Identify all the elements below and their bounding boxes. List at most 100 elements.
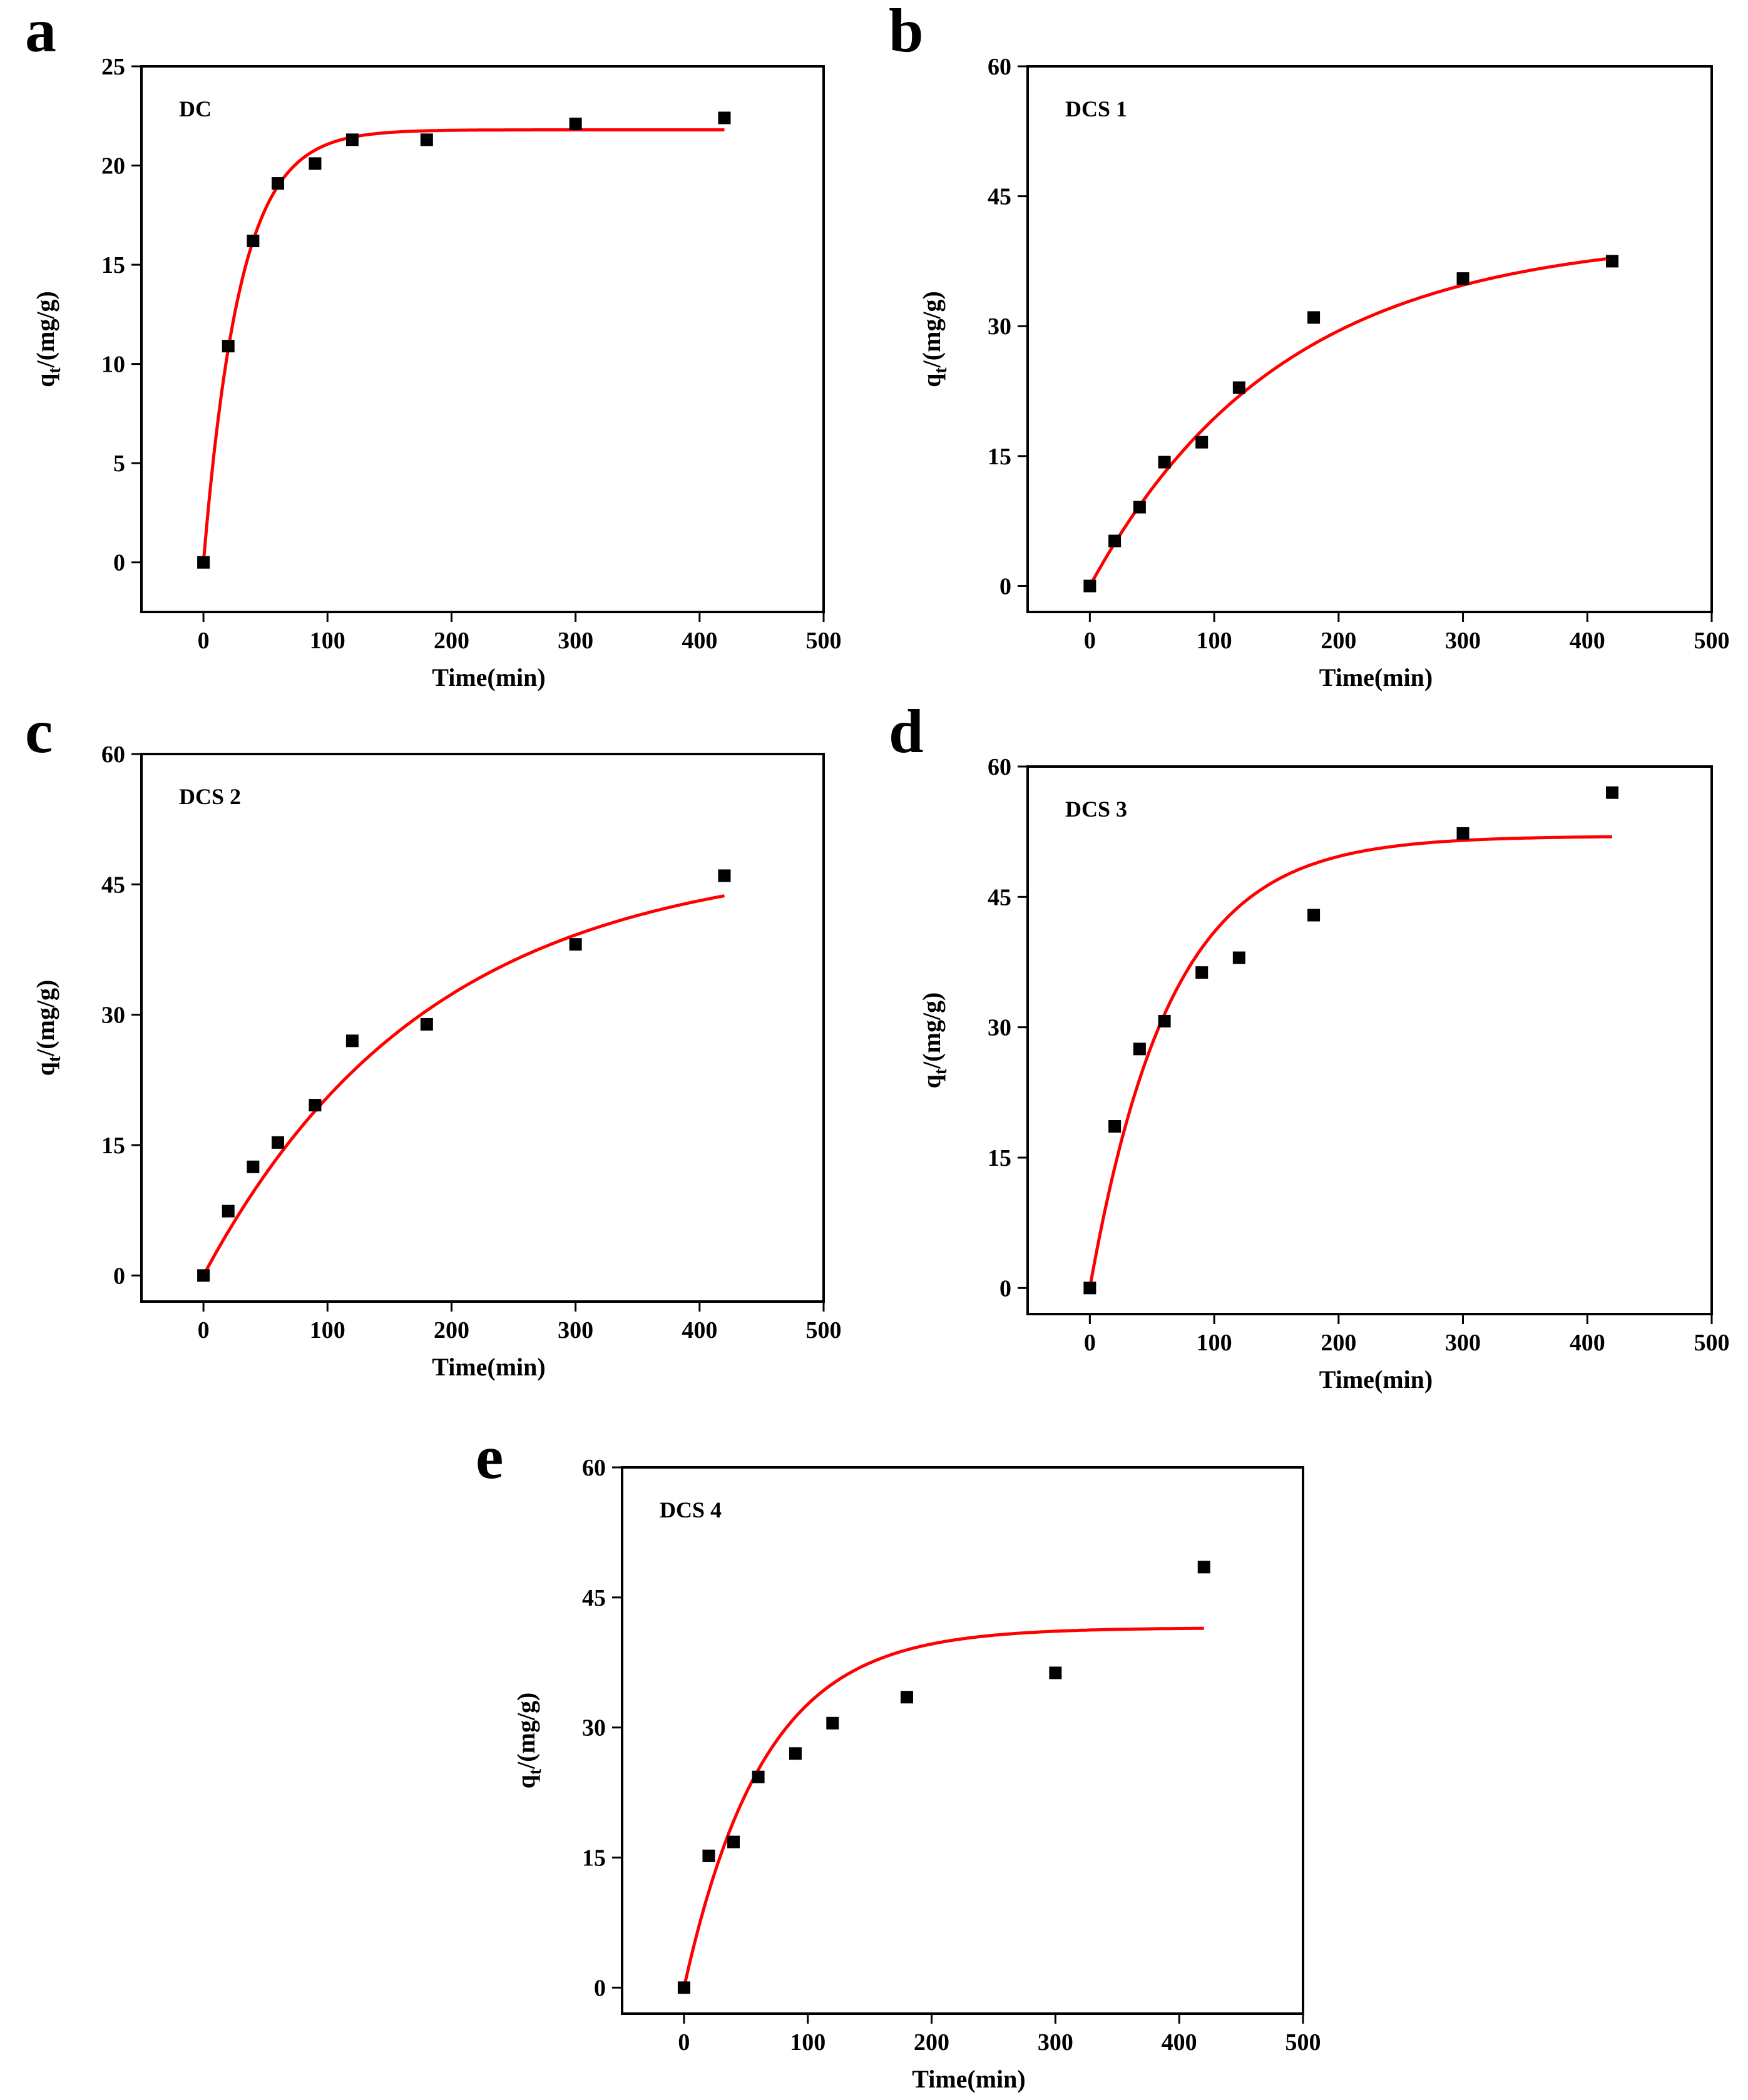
sample-label: DC: [179, 96, 212, 121]
y-tick-label: 60: [582, 1455, 606, 1481]
y-axis-label-sub: t: [45, 367, 64, 374]
fit-curve: [682, 1626, 1204, 1988]
x-tick-label: 400: [1162, 2029, 1197, 2056]
x-tick-label: 500: [1694, 1330, 1730, 1356]
y-tick-label: 0: [113, 550, 125, 576]
chart-panel-e: e 0 100 200 300 400 500 0 15 30 45 60 Time(min) qt/(m…: [476, 1422, 1321, 2093]
data-point: [1195, 966, 1209, 979]
data-point: [1606, 255, 1619, 268]
data-point: [1307, 311, 1321, 324]
data-point: [1456, 272, 1469, 285]
y-axis-label-unit: /(mg/g): [31, 980, 59, 1057]
x-axis-label: Time(min): [1319, 663, 1433, 691]
data-point: [197, 1269, 210, 1282]
data-point: [345, 1034, 359, 1047]
x-tick-label: 300: [1445, 628, 1481, 654]
y-tick-label: 60: [988, 54, 1011, 80]
data-point: [1232, 951, 1245, 964]
y-tick-label: 15: [101, 1133, 125, 1159]
y-axis-label: qt/(mg/g): [917, 992, 951, 1089]
y-axis-label-main: q: [512, 1775, 540, 1788]
data-point: [272, 1136, 284, 1149]
y-tick-label: 20: [101, 153, 125, 180]
y-tick-label: 25: [101, 54, 125, 80]
x-tick-label: 500: [1285, 2029, 1321, 2056]
y-tick-label: 5: [113, 451, 125, 477]
y-tick-label: 30: [101, 1002, 125, 1029]
x-tick-label: 200: [1321, 628, 1356, 654]
x-tick-label: 400: [682, 628, 717, 654]
sample-label: DCS 2: [179, 784, 241, 809]
panel-letter: e: [476, 1422, 503, 1492]
x-tick-label: 500: [806, 1317, 842, 1343]
panel-letter: c: [25, 696, 53, 766]
x-tick-label: 100: [1197, 1330, 1232, 1356]
data-point: [247, 1160, 260, 1173]
x-tick-label: 200: [914, 2029, 949, 2056]
chart-panel-b: b 0 100 200 300 400 500 0 15 30 45 60 Time(min) qt/(m…: [889, 0, 1730, 691]
fit-curve: [1088, 835, 1612, 1288]
y-axis-label-main: q: [31, 1062, 59, 1076]
fit-curve: [202, 128, 725, 563]
panel-letter: d: [889, 696, 924, 766]
plot-frame: [140, 65, 825, 613]
y-axis-label-unit: /(mg/g): [31, 291, 59, 368]
y-axis-label-unit: /(mg/g): [917, 291, 946, 368]
y-tick-label: 45: [988, 184, 1011, 210]
data-point: [272, 177, 284, 190]
plot-frame: [1026, 65, 1713, 613]
data-point: [752, 1770, 765, 1783]
y-axis-label-sub: t: [931, 1068, 951, 1074]
data-point: [1049, 1666, 1062, 1679]
data-point: [1158, 1014, 1171, 1027]
data-point: [197, 556, 210, 569]
data-point: [1456, 827, 1469, 840]
data-point: [1158, 456, 1171, 469]
x-tick-label: 300: [558, 1317, 593, 1343]
data-point: [727, 1835, 740, 1848]
data-point: [702, 1849, 715, 1862]
data-point: [789, 1747, 802, 1760]
data-point: [1232, 381, 1245, 394]
x-tick-label: 0: [198, 1317, 210, 1343]
y-axis-label-main: q: [917, 374, 946, 387]
x-axis-label: Time(min): [1319, 1365, 1433, 1394]
sample-label: DCS 4: [660, 1497, 722, 1522]
y-tick-label: 45: [101, 872, 125, 898]
x-tick-label: 0: [678, 2029, 690, 2056]
plot-frame: [621, 1466, 1304, 2015]
data-point: [309, 157, 322, 170]
data-point: [222, 340, 235, 353]
y-axis-label: qt/(mg/g): [512, 1693, 545, 1789]
data-point: [247, 235, 260, 248]
y-tick-label: 60: [101, 742, 125, 768]
fit-curve: [1088, 257, 1613, 587]
data-point: [309, 1099, 322, 1112]
fit-curve: [202, 894, 725, 1277]
data-point: [1195, 436, 1209, 449]
data-point: [1197, 1561, 1210, 1574]
x-tick-label: 200: [434, 1317, 469, 1343]
y-tick-label: 15: [988, 1145, 1011, 1171]
x-tick-label: 100: [1197, 628, 1232, 654]
data-point: [420, 1017, 433, 1031]
x-tick-label: 300: [1445, 1330, 1481, 1356]
x-tick-label: 500: [806, 628, 842, 654]
chart-panel-c: c 0 100 200 300 400 500 0 15 30 45 60 Time(min) qt/(m…: [25, 696, 842, 1381]
data-point: [718, 111, 731, 125]
x-tick-label: 300: [558, 628, 593, 654]
data-point: [569, 117, 582, 130]
y-axis-label-unit: /(mg/g): [512, 1693, 540, 1770]
y-tick-label: 30: [988, 1015, 1011, 1041]
chart-panel-a: a 0 100 200 300 400 500 0 5 10 15 20 25 Time(min) qt/(…: [25, 0, 842, 691]
sample-label: DCS 3: [1065, 797, 1127, 822]
y-axis-label-unit: /(mg/g): [917, 992, 946, 1069]
x-axis-label: Time(min): [432, 1353, 545, 1381]
plot-frame: [1026, 765, 1713, 1315]
y-tick-label: 30: [582, 1715, 606, 1741]
y-tick-label: 30: [988, 313, 1011, 340]
y-axis-label-sub: t: [45, 1056, 64, 1062]
data-point: [569, 938, 582, 951]
chart-panel-d: d 0 100 200 300 400 500 0 15 30 45 60 Time(min) qt/(m…: [889, 696, 1730, 1394]
x-tick-label: 400: [1570, 628, 1605, 654]
